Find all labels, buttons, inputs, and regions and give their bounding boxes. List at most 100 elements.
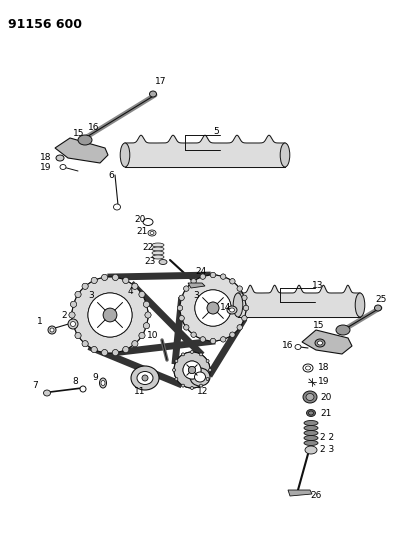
Circle shape bbox=[207, 302, 219, 314]
Text: 15: 15 bbox=[313, 320, 325, 329]
Circle shape bbox=[139, 292, 145, 297]
Ellipse shape bbox=[375, 305, 381, 311]
Circle shape bbox=[112, 350, 119, 356]
Circle shape bbox=[184, 325, 189, 330]
Circle shape bbox=[180, 275, 246, 341]
Circle shape bbox=[75, 292, 81, 297]
Circle shape bbox=[221, 274, 226, 279]
Ellipse shape bbox=[227, 306, 237, 314]
Circle shape bbox=[183, 361, 201, 379]
Text: 8: 8 bbox=[72, 377, 78, 386]
Circle shape bbox=[91, 346, 97, 353]
Circle shape bbox=[103, 308, 117, 322]
Circle shape bbox=[188, 366, 195, 374]
Circle shape bbox=[71, 301, 76, 308]
Ellipse shape bbox=[306, 393, 314, 400]
Polygon shape bbox=[188, 283, 205, 288]
Ellipse shape bbox=[159, 260, 167, 264]
Circle shape bbox=[123, 346, 129, 353]
Circle shape bbox=[180, 275, 246, 341]
Text: 17: 17 bbox=[155, 77, 167, 86]
Text: 21: 21 bbox=[136, 227, 147, 236]
Ellipse shape bbox=[152, 255, 164, 259]
Circle shape bbox=[145, 312, 151, 318]
Circle shape bbox=[230, 279, 235, 284]
Ellipse shape bbox=[233, 293, 243, 317]
Circle shape bbox=[173, 368, 175, 372]
Text: 18: 18 bbox=[40, 154, 52, 163]
Text: 19: 19 bbox=[40, 164, 52, 173]
Circle shape bbox=[206, 360, 209, 362]
Circle shape bbox=[102, 350, 108, 356]
Circle shape bbox=[243, 305, 249, 311]
Circle shape bbox=[91, 346, 97, 353]
Circle shape bbox=[242, 316, 247, 321]
Circle shape bbox=[175, 360, 178, 362]
Circle shape bbox=[221, 337, 226, 342]
Circle shape bbox=[177, 305, 183, 311]
Circle shape bbox=[139, 333, 145, 338]
Circle shape bbox=[75, 333, 81, 338]
Circle shape bbox=[182, 384, 184, 387]
Circle shape bbox=[88, 293, 132, 337]
Circle shape bbox=[182, 353, 184, 356]
Circle shape bbox=[191, 351, 193, 353]
Circle shape bbox=[242, 316, 247, 321]
Circle shape bbox=[82, 341, 88, 347]
Circle shape bbox=[191, 332, 196, 337]
Circle shape bbox=[179, 316, 184, 321]
Text: 22: 22 bbox=[142, 244, 153, 253]
Circle shape bbox=[221, 274, 226, 279]
Circle shape bbox=[230, 332, 235, 337]
Circle shape bbox=[206, 377, 209, 381]
Circle shape bbox=[191, 386, 193, 390]
Ellipse shape bbox=[303, 391, 317, 403]
Ellipse shape bbox=[131, 366, 159, 390]
Circle shape bbox=[200, 337, 205, 342]
Ellipse shape bbox=[56, 155, 64, 161]
Text: 20: 20 bbox=[320, 392, 331, 401]
Circle shape bbox=[143, 322, 149, 329]
Ellipse shape bbox=[304, 435, 318, 440]
Circle shape bbox=[179, 295, 184, 301]
Text: 23: 23 bbox=[144, 257, 155, 266]
Ellipse shape bbox=[304, 425, 318, 431]
Circle shape bbox=[69, 312, 75, 318]
Circle shape bbox=[191, 332, 196, 337]
Circle shape bbox=[82, 341, 88, 347]
Circle shape bbox=[143, 322, 149, 329]
Circle shape bbox=[174, 352, 210, 388]
Circle shape bbox=[123, 277, 129, 284]
Circle shape bbox=[230, 332, 235, 337]
Circle shape bbox=[208, 368, 212, 372]
Ellipse shape bbox=[148, 230, 156, 236]
Ellipse shape bbox=[304, 440, 318, 446]
Polygon shape bbox=[288, 490, 312, 496]
Circle shape bbox=[102, 274, 108, 280]
Circle shape bbox=[132, 283, 138, 289]
Circle shape bbox=[242, 295, 247, 301]
Polygon shape bbox=[302, 330, 352, 354]
Circle shape bbox=[230, 279, 235, 284]
Text: 25: 25 bbox=[375, 295, 387, 304]
Circle shape bbox=[184, 325, 189, 330]
Polygon shape bbox=[55, 138, 108, 163]
Text: 16: 16 bbox=[282, 341, 294, 350]
Circle shape bbox=[71, 322, 76, 329]
Ellipse shape bbox=[229, 308, 234, 312]
Ellipse shape bbox=[280, 143, 290, 167]
Ellipse shape bbox=[305, 446, 317, 454]
Ellipse shape bbox=[309, 411, 314, 415]
Text: 7: 7 bbox=[32, 381, 38, 390]
Text: 16: 16 bbox=[88, 124, 100, 133]
Circle shape bbox=[91, 277, 97, 284]
Circle shape bbox=[69, 312, 75, 318]
Ellipse shape bbox=[143, 219, 153, 225]
Circle shape bbox=[208, 368, 212, 372]
Circle shape bbox=[237, 325, 242, 330]
Ellipse shape bbox=[100, 378, 106, 388]
Circle shape bbox=[188, 366, 195, 374]
Circle shape bbox=[191, 279, 196, 284]
Ellipse shape bbox=[149, 91, 156, 97]
Text: 2 3: 2 3 bbox=[320, 446, 334, 455]
